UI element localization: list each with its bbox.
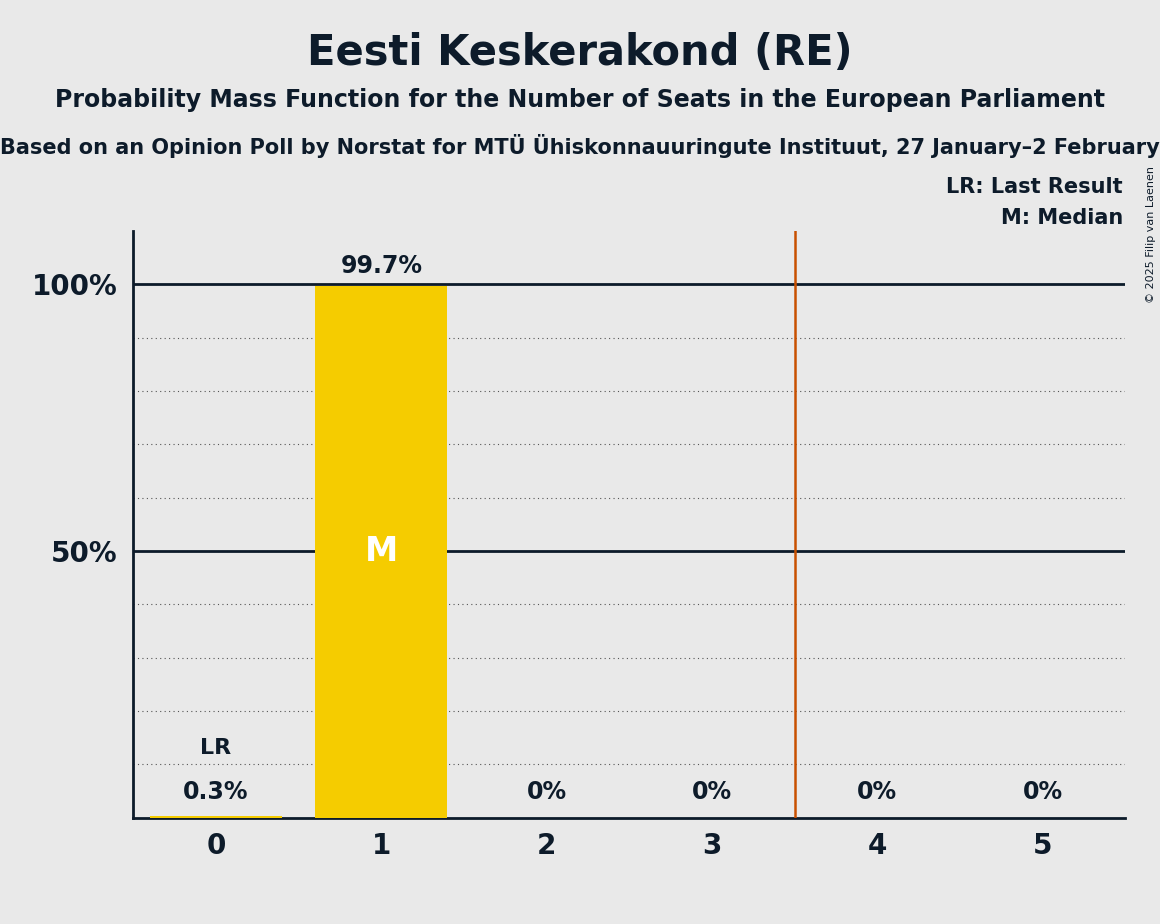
Bar	[316, 286, 448, 818]
Text: 0.3%: 0.3%	[183, 781, 248, 805]
Bar	[150, 816, 282, 818]
Text: 99.7%: 99.7%	[340, 254, 422, 278]
Text: Probability Mass Function for the Number of Seats in the European Parliament: Probability Mass Function for the Number…	[55, 88, 1105, 112]
Text: M: M	[364, 535, 398, 567]
Text: LR: Last Result: LR: Last Result	[947, 177, 1123, 198]
Text: 0%: 0%	[527, 781, 567, 805]
Text: © 2025 Filip van Laenen: © 2025 Filip van Laenen	[1146, 166, 1155, 303]
Text: LR: LR	[201, 738, 232, 759]
Text: 0%: 0%	[1022, 781, 1063, 805]
Text: Eesti Keskerakond (RE): Eesti Keskerakond (RE)	[307, 32, 853, 74]
Text: M: Median: M: Median	[1001, 208, 1123, 228]
Text: 0%: 0%	[691, 781, 732, 805]
Text: 0%: 0%	[857, 781, 898, 805]
Text: Based on an Opinion Poll by Norstat for MTÜ Ühiskonnauuringute Instituut, 27 Jan: Based on an Opinion Poll by Norstat for …	[0, 134, 1160, 158]
